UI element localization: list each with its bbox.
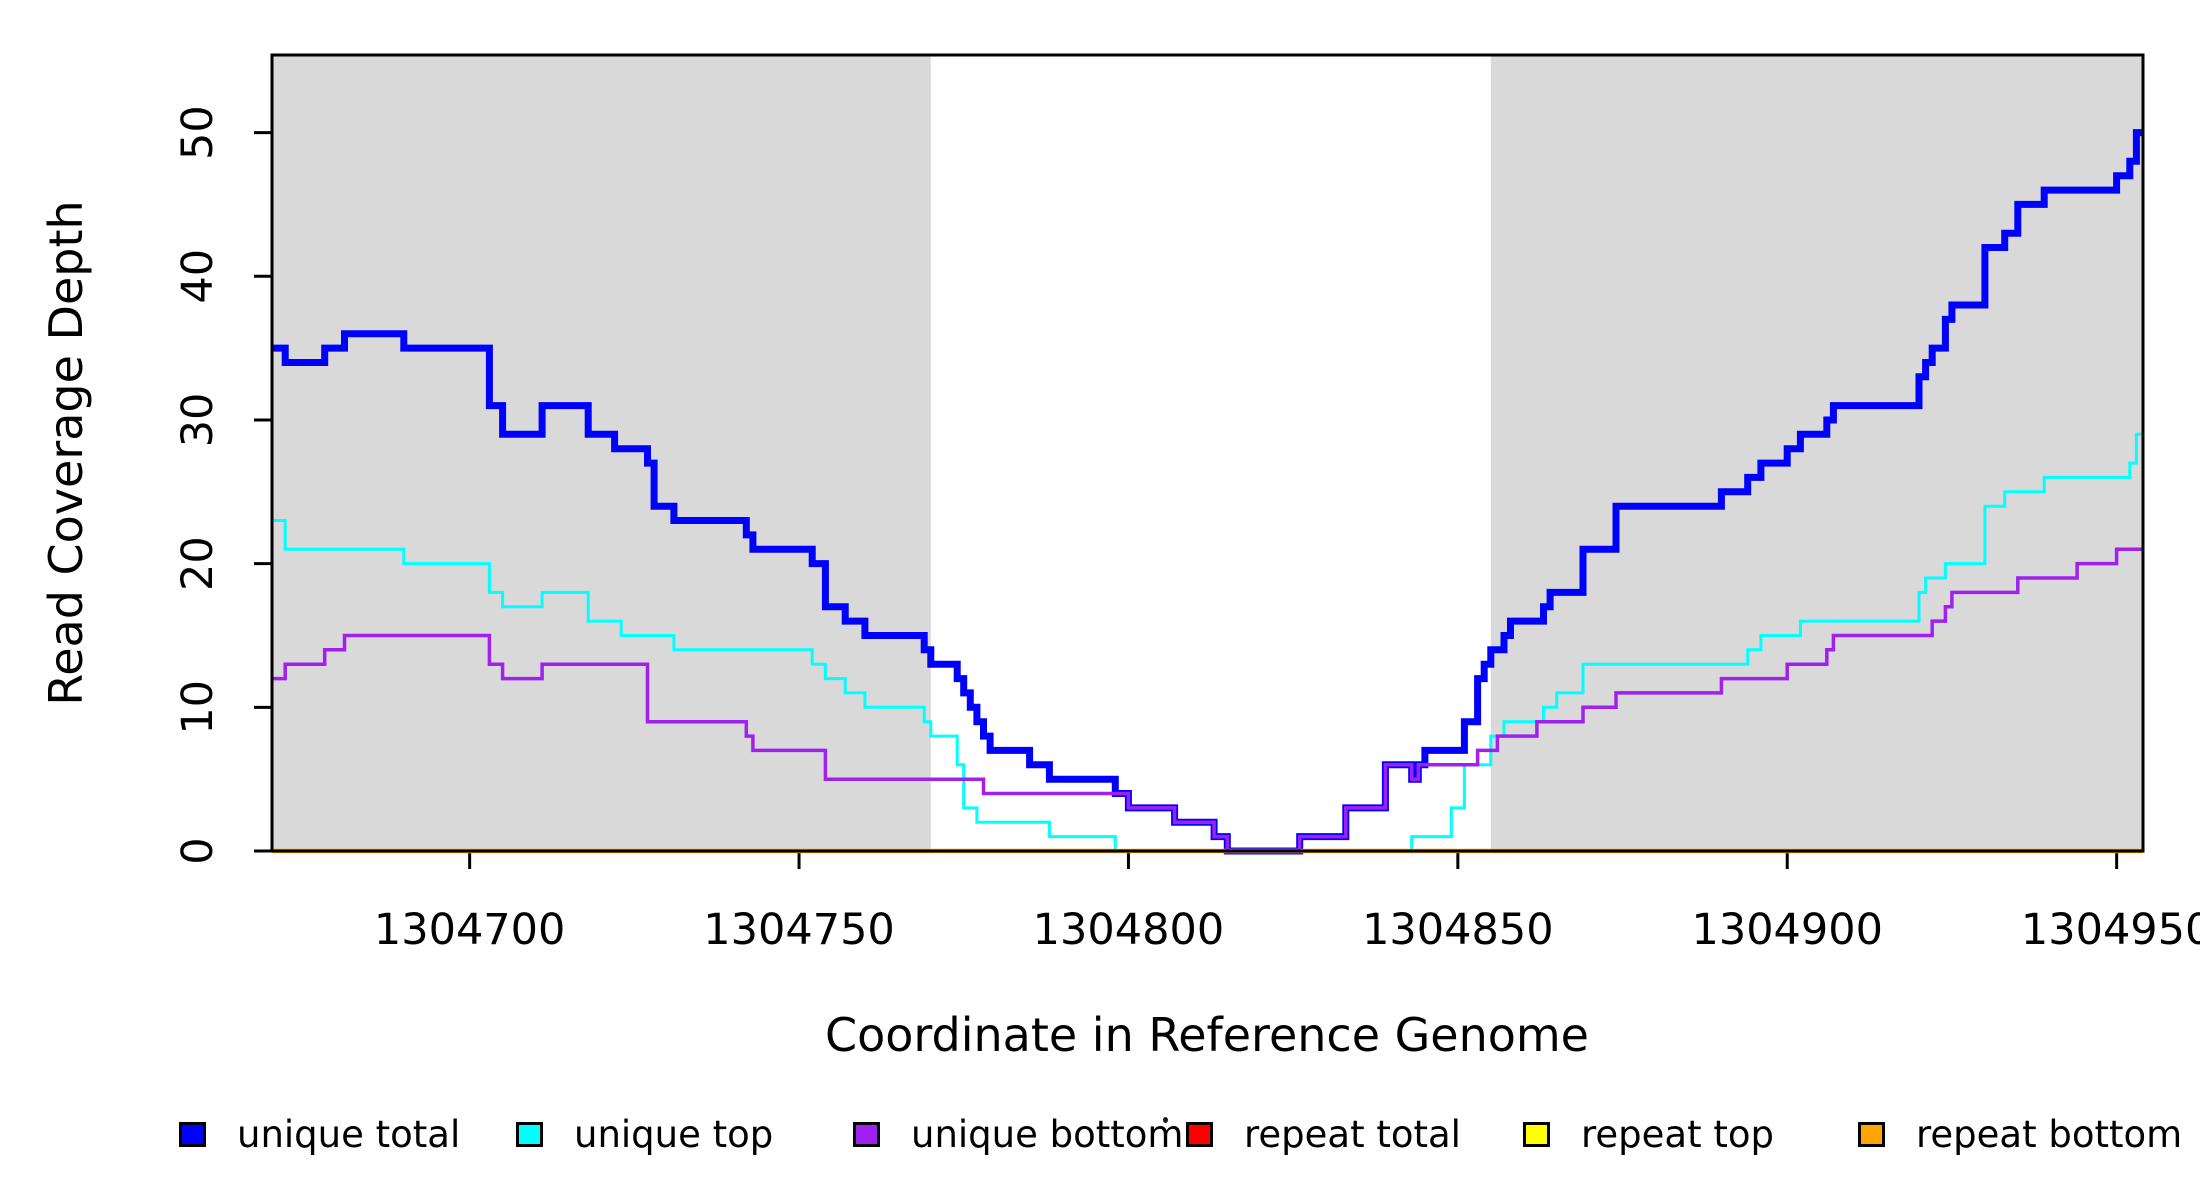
legend-label: repeat total xyxy=(1244,1113,1461,1156)
legend-label: repeat top xyxy=(1581,1113,1774,1156)
x-tick-label: 1304900 xyxy=(1691,905,1883,955)
y-tick-label: 10 xyxy=(173,680,223,735)
x-tick-label: 1304800 xyxy=(1033,905,1225,955)
legend-label: repeat bottom xyxy=(1916,1113,2183,1156)
x-tick-label: 1304850 xyxy=(1362,905,1554,955)
y-tick-label: 50 xyxy=(173,105,223,160)
series-unique-bottom xyxy=(272,547,2143,853)
legend-swatch-unique-top xyxy=(516,1122,543,1147)
legend-item-unique-total: unique total xyxy=(179,1116,460,1153)
y-tick-label: 40 xyxy=(173,249,223,304)
legend-swatch-repeat-bottom xyxy=(1858,1122,1885,1147)
shaded-region xyxy=(1490,55,2143,851)
legend-label: unique top xyxy=(574,1113,774,1156)
legend-item-unique-top: unique top xyxy=(516,1116,773,1153)
legend-swatch-unique-total xyxy=(179,1122,206,1147)
x-tick-label: 1304950 xyxy=(2021,905,2200,955)
shaded-region xyxy=(272,55,931,851)
legend-swatch-repeat-total xyxy=(1186,1122,1213,1147)
legend-swatch-repeat-top xyxy=(1523,1122,1550,1147)
y-tick-label: 30 xyxy=(173,393,223,448)
legend-label: unique total xyxy=(237,1113,461,1156)
plot-border xyxy=(270,53,2145,853)
legend-item-repeat-bottom: repeat bottom xyxy=(1858,1116,2182,1153)
legend-swatch-unique-bottom xyxy=(853,1122,880,1147)
x-axis-title: Coordinate in Reference Genome xyxy=(825,1008,1589,1062)
x-tick-label: 1304700 xyxy=(374,905,566,955)
x-tick-label: 1304750 xyxy=(703,905,895,955)
legend-item-repeat-total: repeat total xyxy=(1186,1116,1461,1153)
y-tick-label: 20 xyxy=(173,536,223,591)
y-axis-title: Read Coverage Depth xyxy=(39,200,93,706)
stray-mark xyxy=(1163,1117,1168,1123)
legend-item-unique-bottom: unique bottom xyxy=(853,1116,1183,1153)
y-tick-label: 0 xyxy=(173,837,223,864)
legend-item-repeat-top: repeat top xyxy=(1523,1116,1774,1153)
legend-label: unique bottom xyxy=(911,1113,1184,1156)
